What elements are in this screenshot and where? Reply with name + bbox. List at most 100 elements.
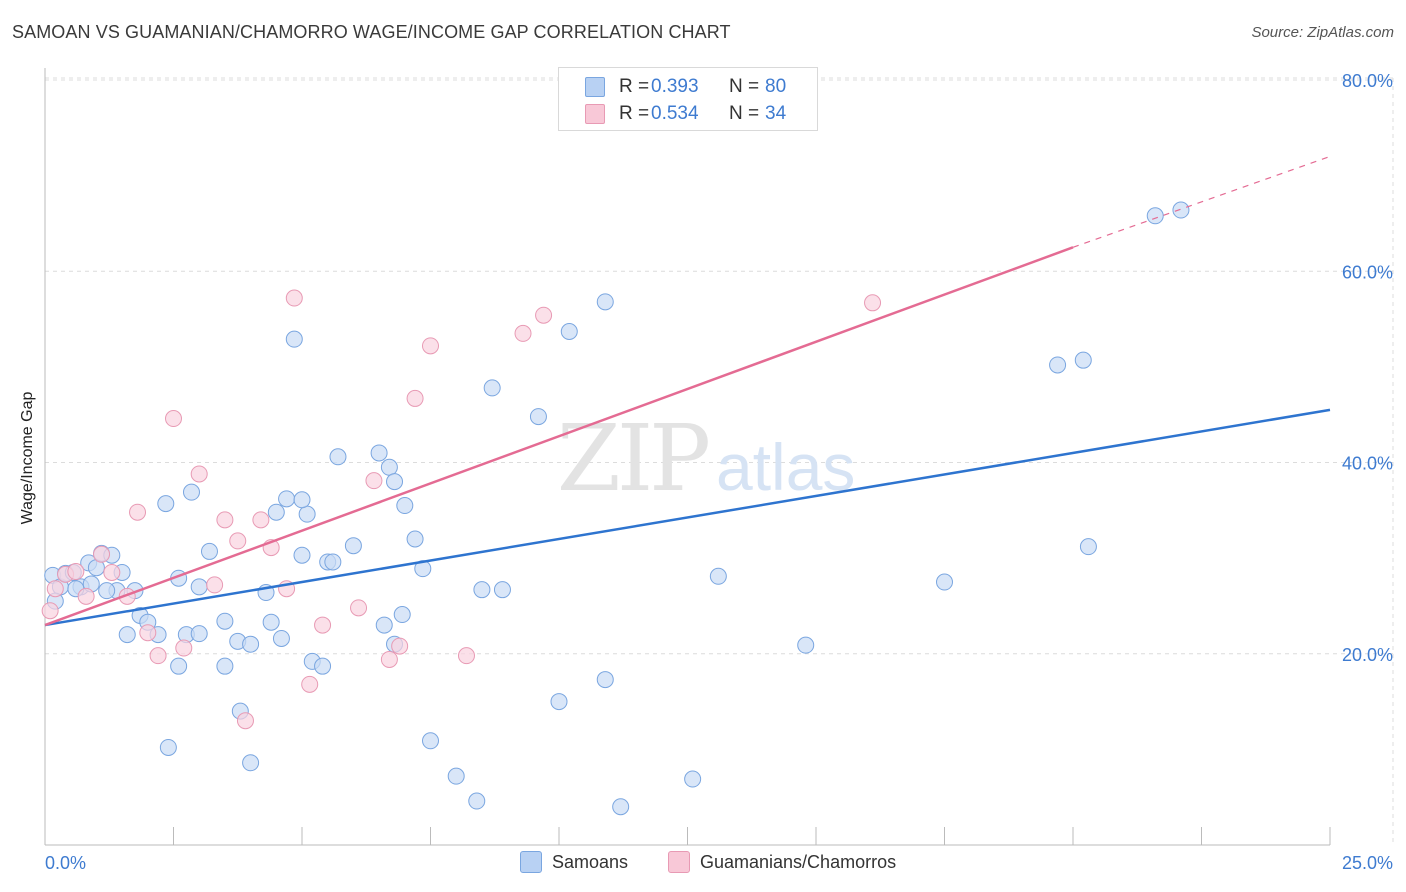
point-samoans — [159, 738, 177, 756]
point-samoans — [272, 629, 290, 647]
point-guamanians — [175, 639, 193, 657]
point-samoans — [1146, 207, 1164, 225]
point-guamanians — [864, 294, 882, 312]
point-samoans — [529, 408, 547, 426]
point-samoans — [182, 483, 200, 501]
point-samoans — [1172, 201, 1190, 219]
bottom-legend-label-guamanians: Guamanians/Chamorros — [700, 851, 897, 872]
point-guamanians — [41, 602, 59, 620]
point-guamanians — [406, 389, 424, 407]
point-guamanians — [206, 576, 224, 594]
point-guamanians — [301, 675, 319, 693]
y-tick-label: 40.0% — [1342, 454, 1393, 474]
point-samoans — [262, 613, 280, 631]
bottom-legend-swatch-samoans — [520, 851, 542, 873]
point-samoans — [293, 491, 311, 509]
x-tick-label: 25.0% — [1342, 853, 1393, 873]
legend-swatch-samoans — [585, 77, 605, 97]
point-samoans — [473, 581, 491, 599]
point-guamanians — [46, 580, 64, 598]
point-samoans — [267, 503, 285, 521]
point-guamanians — [457, 647, 475, 665]
point-samoans — [242, 754, 260, 772]
point-samoans — [329, 448, 347, 466]
bottom-legend-label-samoans: Samoans — [552, 851, 629, 872]
trendline-guamanians-extension — [1072, 155, 1331, 248]
point-samoans — [293, 546, 311, 564]
bottom-legend-guamanians: Guamanians/Chamorros — [668, 851, 896, 873]
point-samoans — [406, 530, 424, 548]
point-samoans — [157, 495, 175, 513]
point-samoans — [612, 798, 630, 816]
legend-r-label: R = — [619, 103, 650, 124]
point-samoans — [190, 578, 208, 596]
point-samoans — [200, 542, 218, 560]
y-tick-label: 60.0% — [1342, 262, 1393, 282]
point-samoans — [1074, 351, 1092, 369]
point-samoans — [550, 693, 568, 711]
y-axis-label: Wage/Income Gap — [19, 391, 36, 525]
point-samoans — [344, 537, 362, 555]
point-guamanians — [139, 624, 157, 642]
point-samoans — [493, 581, 511, 599]
point-guamanians — [67, 563, 85, 581]
point-guamanians — [190, 465, 208, 483]
point-guamanians — [422, 337, 439, 355]
x-tick-label: 0.0% — [45, 853, 86, 873]
legend-n-value-guamanians: 34 — [765, 103, 787, 124]
point-guamanians — [236, 712, 254, 730]
point-samoans — [936, 573, 953, 591]
point-guamanians — [103, 563, 121, 581]
point-samoans — [1049, 356, 1067, 374]
y-tick-label: 80.0% — [1342, 71, 1393, 91]
point-guamanians — [165, 410, 182, 428]
trendline-guamanians — [44, 246, 1074, 627]
legend-swatch-guamanians — [585, 104, 605, 124]
point-samoans — [422, 732, 439, 750]
point-samoans — [483, 379, 501, 397]
point-guamanians — [285, 289, 303, 307]
point-samoans — [216, 612, 234, 630]
point-guamanians — [252, 511, 270, 529]
point-guamanians — [77, 587, 95, 605]
bottom-legend: Samoans Guamanians/Chamorros — [0, 851, 1406, 877]
point-guamanians — [149, 647, 167, 665]
legend-n-label: N = — [729, 103, 760, 124]
point-guamanians — [514, 324, 532, 342]
bottom-legend-samoans: Samoans — [520, 851, 628, 873]
point-samoans — [393, 606, 411, 624]
point-guamanians — [380, 650, 398, 668]
legend-box: R = 0.393 N = 80 R = 0.534 N = 34 — [558, 67, 818, 131]
point-guamanians — [350, 599, 368, 617]
point-guamanians — [391, 637, 409, 655]
point-samoans — [370, 444, 388, 462]
trendline-samoans — [44, 408, 1331, 627]
point-samoans — [285, 330, 303, 348]
point-samoans — [278, 490, 296, 508]
point-samoans — [560, 322, 578, 340]
y-tick-label: 20.0% — [1342, 645, 1393, 665]
point-samoans — [242, 635, 260, 653]
point-guamanians — [314, 616, 332, 634]
point-samoans — [596, 293, 614, 311]
watermark-zip: ZIP — [557, 405, 708, 512]
point-samoans — [1079, 538, 1097, 556]
point-guamanians — [229, 532, 247, 550]
legend-n-label: N = — [729, 76, 760, 97]
watermark-atlas: atlas — [716, 430, 855, 504]
point-samoans — [190, 625, 208, 643]
point-guamanians — [129, 503, 147, 521]
point-samoans — [596, 671, 614, 689]
point-samoans — [118, 626, 136, 644]
point-samoans — [170, 657, 188, 675]
legend-n-value-samoans: 80 — [765, 76, 787, 97]
point-samoans — [314, 657, 332, 675]
bottom-legend-swatch-guamanians — [668, 851, 690, 873]
legend-r-value-samoans: 0.393 — [651, 76, 699, 97]
point-samoans — [298, 505, 316, 523]
point-samoans — [468, 792, 486, 810]
source-label: Source: ZipAtlas.com — [1251, 24, 1394, 41]
point-samoans — [98, 582, 116, 600]
legend-r-label: R = — [619, 76, 650, 97]
